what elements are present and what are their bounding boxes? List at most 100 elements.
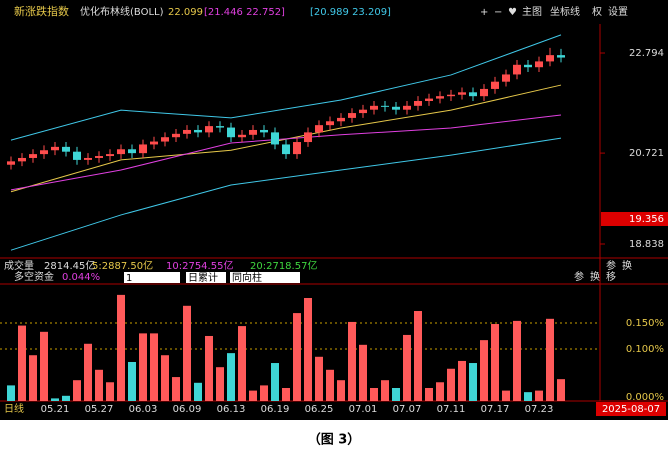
candle-body [326,121,334,126]
dropdown-label: 同向柱 [232,271,262,284]
candle-body [524,64,532,68]
panel-button[interactable]: 换 [590,270,600,283]
x-tick-label: 06.25 [305,404,334,415]
candle-body [425,98,433,102]
bar [513,320,521,401]
y-tick-label: 18.838 [629,239,664,250]
toolbar-button[interactable]: ♥ [508,7,517,18]
bar [491,324,499,401]
x-tick-label: 06.09 [173,404,202,415]
date-box [596,402,666,416]
panel-button[interactable]: 移 [606,270,616,283]
toolbar-button[interactable]: 主图 [522,6,542,18]
dropdown-label: 日累计 [188,271,218,284]
candle-body [469,92,477,97]
candle-body [557,55,565,58]
bar [62,395,70,401]
bar [150,333,158,401]
bar [359,344,367,401]
panel-button[interactable]: 参 [606,259,616,272]
candle-body [370,105,378,110]
bar [304,298,312,401]
dropdown[interactable] [124,272,180,283]
bar [128,361,136,401]
x-tick-label: 07.23 [525,404,554,415]
candle-body [513,64,521,75]
toolbar-button[interactable]: 设置 [608,6,628,18]
candle-body [392,106,400,110]
bar [447,368,455,401]
bar [315,356,323,401]
bar [205,335,213,401]
candle-body [150,141,158,145]
candle-body [480,88,488,97]
x-tick-label: 06.19 [261,404,290,415]
legend-value: [20.989 23.209] [310,7,391,18]
toolbar-button[interactable]: 坐标线 [550,5,580,18]
x-tick-label: 07.11 [437,404,466,415]
y-tick-label: 0.000% [626,392,664,403]
candle-body [139,144,147,154]
candle-body [161,137,169,142]
x-tick-label: 06.03 [129,404,158,415]
candle-body [7,161,15,165]
indicator: 优化布林线(BOLL) [80,5,164,18]
candle-body [403,105,411,110]
candle-body [216,126,224,128]
bar [370,387,378,401]
bar [293,313,301,401]
bar [106,382,114,401]
dropdown[interactable] [186,272,226,283]
candle-body [458,92,466,95]
x-tick-label: 07.17 [481,404,510,415]
panel-button[interactable]: 参 [574,270,584,283]
bar [73,380,81,401]
bar [139,333,147,401]
candle-body [535,61,543,68]
bar [403,334,411,401]
candle-body [546,55,554,62]
volume-text: 成交量 [4,259,34,272]
bar [469,363,477,401]
candle-body [491,81,499,89]
bar [337,380,345,401]
y-tick-label: 20.721 [629,148,664,159]
y-tick-label: 0.100% [626,344,664,355]
background [0,0,668,420]
bar [480,340,488,401]
x-tick-label: 05.21 [41,404,70,415]
candle-body [194,129,202,133]
bar [84,343,92,401]
y-tick-label: 0.150% [626,318,664,329]
candle-body [62,146,70,152]
dropdown[interactable] [230,272,300,283]
bar [95,369,103,401]
toolbar-button[interactable]: + [480,7,488,18]
bar [249,390,257,401]
volume-text: 2814.45亿 [44,259,95,272]
candle-body [40,150,48,155]
candle-body [271,132,279,145]
bar [161,355,169,401]
candle-body [414,101,422,106]
bar [414,311,422,401]
candle-body [18,157,26,162]
bar [557,379,565,401]
bar [535,390,543,401]
bar [183,305,191,401]
toolbar-button[interactable]: − [494,7,502,18]
candle-body [205,126,213,133]
candle-body [73,151,81,160]
bar [524,392,532,401]
chart-title: 新涨跌指数 [14,4,69,18]
bar [502,390,510,401]
toolbar-button[interactable]: 权 [592,5,602,18]
volume-text: 10:2754.55亿 [166,259,233,272]
legend-value: [21.446 22.752] [204,7,285,18]
bar [117,294,125,401]
candle-body [293,142,301,155]
panel-button[interactable]: 换 [622,259,632,272]
candle-body [348,113,356,118]
candle-body [84,157,92,160]
bar [546,318,554,401]
